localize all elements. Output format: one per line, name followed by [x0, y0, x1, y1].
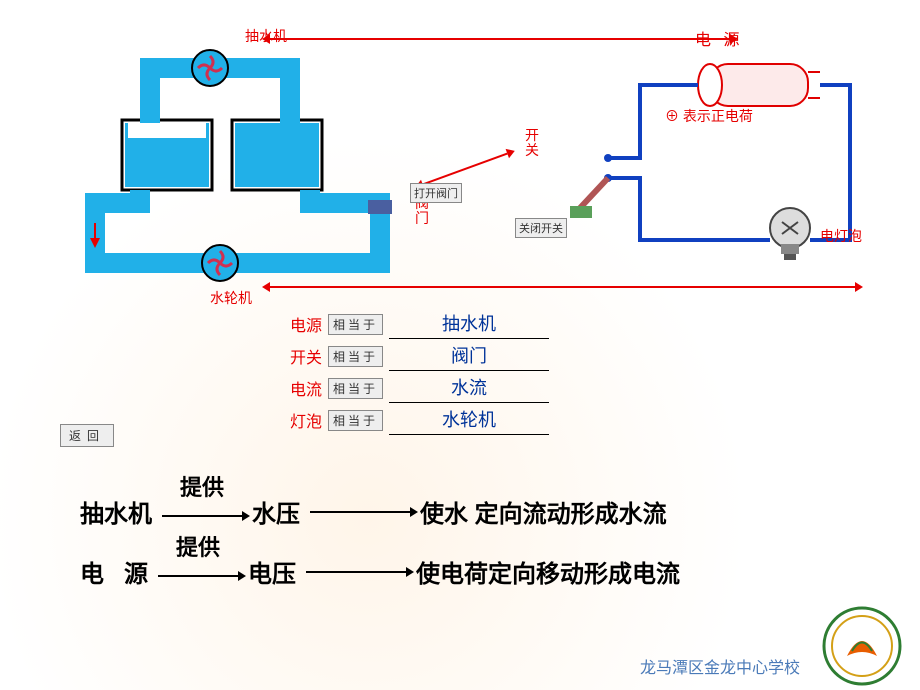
close-switch-button[interactable]: 关闭开关	[515, 218, 567, 238]
table-row: 开关 相当于 阀门	[280, 340, 650, 372]
eq-arrow-labeled: 提供	[162, 496, 242, 528]
analogy-mid[interactable]: 相当于	[328, 346, 383, 367]
analogy-rhs: 抽水机	[389, 310, 549, 339]
equation-water: 抽水机 提供 水压 使水 定向流动形成水流	[80, 494, 667, 529]
eq-term: 水压	[252, 494, 300, 529]
table-row: 电源 相当于 抽水机	[280, 308, 650, 340]
analogy-lhs: 电源	[280, 312, 322, 336]
table-row: 电流 相当于 水流	[280, 372, 650, 404]
analogy-lhs: 灯泡	[280, 408, 322, 432]
eq-term: 使电荷定向移动形成电流	[416, 554, 680, 589]
water-circuit-diagram	[80, 28, 410, 308]
eq-over-label: 提供	[176, 530, 220, 562]
school-logo	[822, 606, 902, 686]
battery-label: 电 源	[695, 26, 743, 50]
pump-label: 抽水机	[245, 26, 287, 46]
positive-charge-note: ⊕ 表示正电荷	[665, 106, 753, 126]
eq-arrow-labeled: 提供	[158, 556, 238, 588]
eq-arrow	[310, 511, 410, 513]
switch-label: 开关	[525, 128, 539, 158]
eq-arrow	[306, 571, 406, 573]
return-button[interactable]: 返回	[60, 424, 114, 447]
analogy-lhs: 开关	[280, 344, 322, 368]
analogy-mid[interactable]: 相当于	[328, 410, 383, 431]
analogy-rhs: 水流	[389, 374, 549, 403]
turbine-label: 水轮机	[210, 288, 252, 308]
analogy-lhs: 电流	[280, 376, 322, 400]
open-valve-button[interactable]: 打开阀门	[410, 183, 462, 203]
bulb-label: 电灯泡	[820, 226, 862, 246]
analogy-mid[interactable]: 相当于	[328, 378, 383, 399]
equation-electric: 电 源 提供 电压 使电荷定向移动形成电流	[80, 554, 680, 589]
analogy-table: 电源 相当于 抽水机 开关 相当于 阀门 电流 相当于 水流 灯泡 相当于 水轮…	[280, 308, 650, 436]
eq-over-label: 提供	[180, 470, 224, 502]
analogy-rhs: 阀门	[389, 342, 549, 371]
eq-term: 抽水机	[80, 494, 152, 529]
eq-term: 电压	[248, 554, 296, 589]
eq-term: 使水 定向流动形成水流	[420, 494, 667, 529]
electric-circuit-diagram	[480, 28, 870, 308]
footer-school-name: 龙马潭区金龙中心学校	[640, 654, 800, 678]
analogy-rhs: 水轮机	[389, 406, 549, 435]
analogy-mid[interactable]: 相当于	[328, 314, 383, 335]
diagram-area: 抽水机 阀门 水轮机 打开阀门 电 源 ⊕ 表示正电荷 开关 电灯泡 关闭开关	[80, 28, 860, 298]
table-row: 灯泡 相当于 水轮机	[280, 404, 650, 436]
eq-term: 电 源	[80, 554, 148, 589]
